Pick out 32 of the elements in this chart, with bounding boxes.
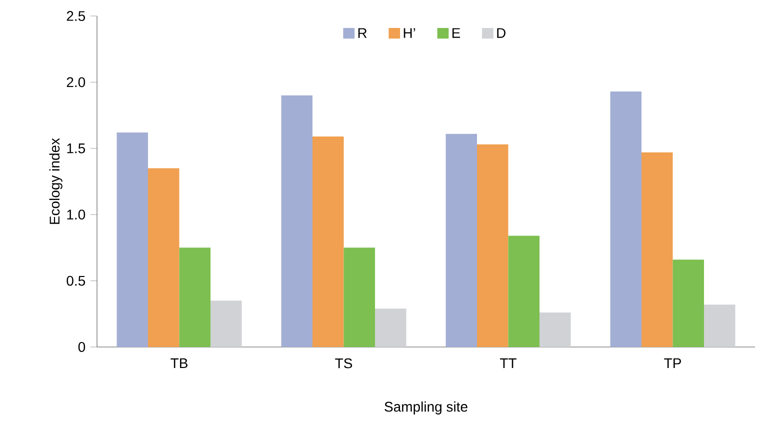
bar xyxy=(477,144,508,347)
y-tick-label: 2.5 xyxy=(66,11,86,21)
legend-label: E xyxy=(452,28,460,38)
bar xyxy=(344,248,376,347)
x-tick-label: TP xyxy=(664,358,681,368)
y-tick-label: 2.0 xyxy=(66,77,86,88)
bar xyxy=(210,300,242,347)
y-tick-label: 0.5 xyxy=(66,276,86,286)
bar xyxy=(116,132,148,347)
bar xyxy=(312,136,344,347)
y-tick-label: 0 xyxy=(78,342,86,352)
y-axis-title: Ecology index xyxy=(49,138,62,224)
bar xyxy=(375,308,406,347)
bar xyxy=(642,152,673,347)
bar xyxy=(148,168,180,347)
bar xyxy=(446,134,477,347)
bar xyxy=(704,304,736,347)
x-tick-label: TS xyxy=(335,358,352,368)
y-tick-label: 1.5 xyxy=(67,144,86,154)
bar xyxy=(508,236,540,347)
x-tick-label: TT xyxy=(500,358,516,368)
legend-label: D xyxy=(497,28,506,38)
y-tick-label: 1.0 xyxy=(67,210,86,220)
bar xyxy=(672,260,704,347)
bar xyxy=(540,312,571,347)
legend-label: H’ xyxy=(404,28,416,38)
x-tick-label: TB xyxy=(170,358,188,368)
bar xyxy=(179,248,211,347)
legend-label: R xyxy=(358,28,367,38)
bar xyxy=(610,91,642,347)
x-axis-title: Sampling site xyxy=(384,401,468,414)
bar xyxy=(281,95,313,347)
